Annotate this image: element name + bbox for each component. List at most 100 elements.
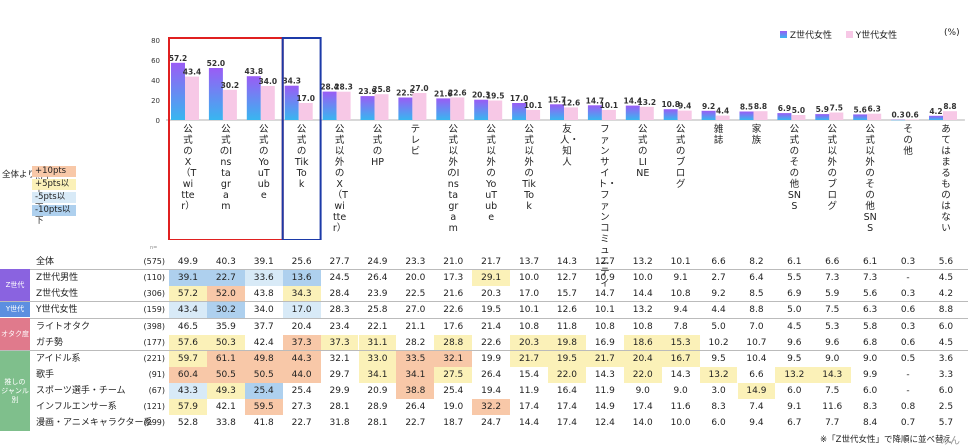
table-cell: 0.8 bbox=[900, 402, 916, 412]
table-cell: 59.5 bbox=[244, 399, 283, 415]
data-label: 5.9 bbox=[816, 105, 829, 114]
sample-label: n= bbox=[150, 245, 158, 251]
table-cell: 10.0 bbox=[519, 273, 540, 283]
category-label: 公式以外のX（Twitter） bbox=[332, 124, 348, 234]
table-cell: 31.1 bbox=[358, 335, 397, 351]
category-label: 公式以外のInstagram bbox=[447, 124, 460, 234]
table-cell: 9.5 bbox=[787, 354, 802, 364]
table-cell: 6.0 bbox=[862, 386, 878, 396]
table-cell: 22.7 bbox=[291, 418, 312, 428]
table-cell: 13.7 bbox=[519, 257, 540, 267]
legend-z-label: Z世代女性 bbox=[789, 31, 833, 41]
table-cell: 49.9 bbox=[177, 257, 198, 267]
row-label: スポーツ選手・チーム bbox=[36, 386, 126, 396]
bar-z bbox=[284, 85, 299, 120]
category-label: 公式のTikTok bbox=[294, 124, 309, 190]
table-cell: 61.1 bbox=[206, 351, 245, 367]
category-label: 公式のHP bbox=[371, 124, 384, 168]
table-cell: 5.6 bbox=[938, 257, 954, 267]
data-label: 27.0 bbox=[410, 84, 429, 93]
table-row: スポーツ選手・チーム (67) 43.3 49.3 25.4 25.4 29.9 20.9 38… bbox=[0, 383, 968, 399]
table-cell: 14.9 bbox=[594, 402, 615, 412]
bar-z bbox=[360, 96, 375, 120]
table-cell: 12.6 bbox=[556, 305, 577, 315]
table-cell: 25.4 bbox=[443, 386, 464, 396]
group-y: Y世代 bbox=[0, 302, 30, 317]
table-cell: 8.4 bbox=[862, 418, 878, 428]
bar-y bbox=[867, 113, 882, 120]
table-cell: 5.5 bbox=[787, 273, 802, 283]
unit-label: (%) bbox=[944, 28, 960, 38]
table-cell: 31.8 bbox=[329, 418, 350, 428]
bar-z bbox=[587, 105, 602, 120]
table-cell: 10.2 bbox=[708, 338, 729, 348]
table-cell: 2.5 bbox=[938, 402, 954, 412]
table-cell: 32.1 bbox=[434, 351, 473, 367]
table-cell: 6.0 bbox=[787, 386, 802, 396]
bar-y bbox=[450, 97, 465, 120]
table-cell: 22.7 bbox=[206, 270, 245, 286]
table-cell: 4.2 bbox=[938, 289, 954, 299]
bar-z bbox=[777, 113, 792, 120]
category-label: 公式以外のその他SNS bbox=[863, 124, 877, 234]
data-label: 8.8 bbox=[754, 102, 767, 111]
category-label: テレビ bbox=[410, 124, 421, 157]
table-cell: 57.2 bbox=[169, 286, 207, 302]
table-cell: 28.4 bbox=[329, 289, 350, 299]
table-cell: 34.1 bbox=[358, 367, 397, 383]
table-cell: 8.8 bbox=[938, 305, 954, 315]
table-cell: 19.8 bbox=[548, 335, 586, 351]
data-label: 4.4 bbox=[716, 107, 729, 116]
table-row: 漫画・アニメキャラクター系 (299) 52.8 33.8 41.8 22.7 31.8 28… bbox=[0, 415, 968, 431]
table-cell: 43.8 bbox=[253, 289, 274, 299]
table-cell: 15.3 bbox=[661, 335, 700, 351]
table-cell: 19.4 bbox=[481, 386, 502, 396]
table-cell: 5.8 bbox=[862, 322, 878, 332]
bar-z bbox=[208, 68, 223, 120]
table-cell: 6.9 bbox=[787, 289, 802, 299]
table-cell: 25.8 bbox=[367, 305, 388, 315]
row-label: 全体 bbox=[36, 257, 55, 267]
data-label: 6.9 bbox=[778, 104, 791, 113]
data-label: 7.5 bbox=[830, 104, 843, 113]
y-tick-label: 80 bbox=[151, 37, 160, 45]
table-cell: 10.4 bbox=[746, 354, 767, 364]
table-cell: 9.0 bbox=[673, 386, 688, 396]
bar-z bbox=[398, 97, 413, 120]
bar-y bbox=[829, 112, 844, 120]
table-cell: 11.9 bbox=[519, 386, 540, 396]
table-row: 全体 (575) 49.9 40.3 39.1 25.6 27.7 24.9 23.3 21.0 2… bbox=[0, 254, 968, 270]
table-cell: 20.9 bbox=[367, 386, 388, 396]
data-label: 28.3 bbox=[334, 83, 353, 92]
table-cell: 28.3 bbox=[329, 305, 350, 315]
table-cell: 21.7 bbox=[510, 351, 548, 367]
table-cell: 41.8 bbox=[253, 418, 274, 428]
bar-z bbox=[436, 98, 451, 120]
table-cell: 20.4 bbox=[291, 322, 312, 332]
table-cell: 19.9 bbox=[481, 354, 502, 364]
bar-y bbox=[639, 106, 654, 120]
table-cell: 18.6 bbox=[623, 335, 662, 351]
bar-z bbox=[891, 119, 906, 121]
table-cell: 17.4 bbox=[556, 418, 577, 428]
table-cell: 24.5 bbox=[329, 273, 350, 283]
table-cell: 5.3 bbox=[825, 322, 840, 332]
bar-y bbox=[260, 86, 275, 120]
table-cell: 15.4 bbox=[519, 370, 540, 380]
table-cell: 4.4 bbox=[711, 305, 726, 315]
table-cell: 11.9 bbox=[594, 386, 615, 396]
table-cell: 49.3 bbox=[206, 383, 245, 399]
table-cell: 21.4 bbox=[481, 322, 502, 332]
table-cell: 39.1 bbox=[253, 257, 274, 267]
table-cell: 9.6 bbox=[787, 338, 802, 348]
table-cell: 50.3 bbox=[206, 335, 245, 351]
bar-y bbox=[185, 76, 199, 120]
table-cell: 19.5 bbox=[481, 305, 502, 315]
table-cell: 16.7 bbox=[661, 351, 700, 367]
bar-z bbox=[663, 109, 678, 120]
bar-z bbox=[929, 115, 943, 120]
table-cell: 7.0 bbox=[749, 322, 764, 332]
bar-y bbox=[488, 100, 503, 120]
bar-y bbox=[905, 119, 920, 120]
table-cell: 39.1 bbox=[169, 270, 207, 286]
